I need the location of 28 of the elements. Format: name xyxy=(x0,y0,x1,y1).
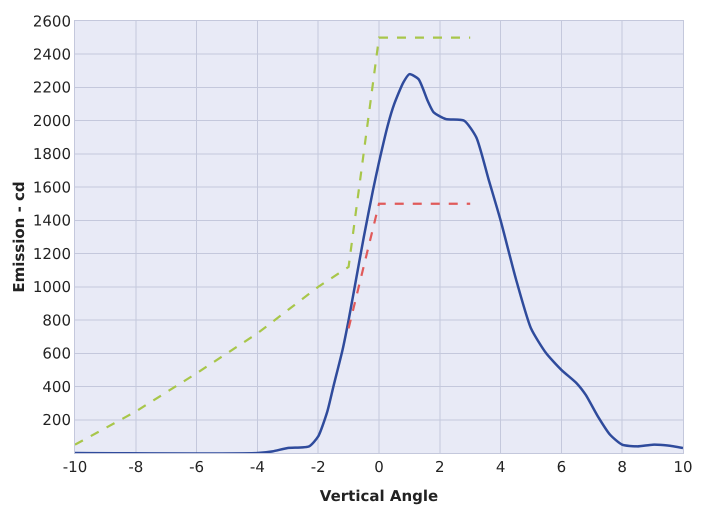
y-tick-label: 800 xyxy=(42,311,71,330)
x-tick-label: -8 xyxy=(128,458,144,476)
y-tick-label: 2000 xyxy=(32,112,71,130)
y-tick-label: 1400 xyxy=(32,212,71,230)
x-tick-label: 0 xyxy=(374,458,384,476)
y-tick-label: 1000 xyxy=(32,278,71,296)
y-tick-label: 200 xyxy=(42,411,71,430)
x-tick-label: -10 xyxy=(62,458,88,476)
y-tick-label: 2600 xyxy=(32,12,71,30)
x-tick-label: -6 xyxy=(189,458,204,476)
y-tick-label: 400 xyxy=(42,378,71,396)
y-axis-title: Emission - cd xyxy=(10,181,28,293)
y-tick-label: 600 xyxy=(42,344,71,363)
y-tick-label: 1200 xyxy=(32,244,71,263)
x-tick-label: 6 xyxy=(556,458,566,476)
x-tick-label: -2 xyxy=(310,458,326,476)
y-tick-label: 2200 xyxy=(32,78,71,97)
y-tick-label: 1600 xyxy=(32,178,71,196)
line-series xyxy=(75,72,683,453)
x-tick-label: 10 xyxy=(673,458,693,476)
x-tick-label: 2 xyxy=(435,458,445,476)
x-tick-label: 8 xyxy=(617,458,627,476)
x-tick-label: -4 xyxy=(250,458,265,476)
x-tick-label: 4 xyxy=(496,458,506,476)
line-series xyxy=(75,36,472,446)
x-axis-title: Vertical Angle xyxy=(320,487,438,505)
y-tick-label: 2400 xyxy=(32,45,71,64)
y-tick-label: 1800 xyxy=(32,145,71,164)
